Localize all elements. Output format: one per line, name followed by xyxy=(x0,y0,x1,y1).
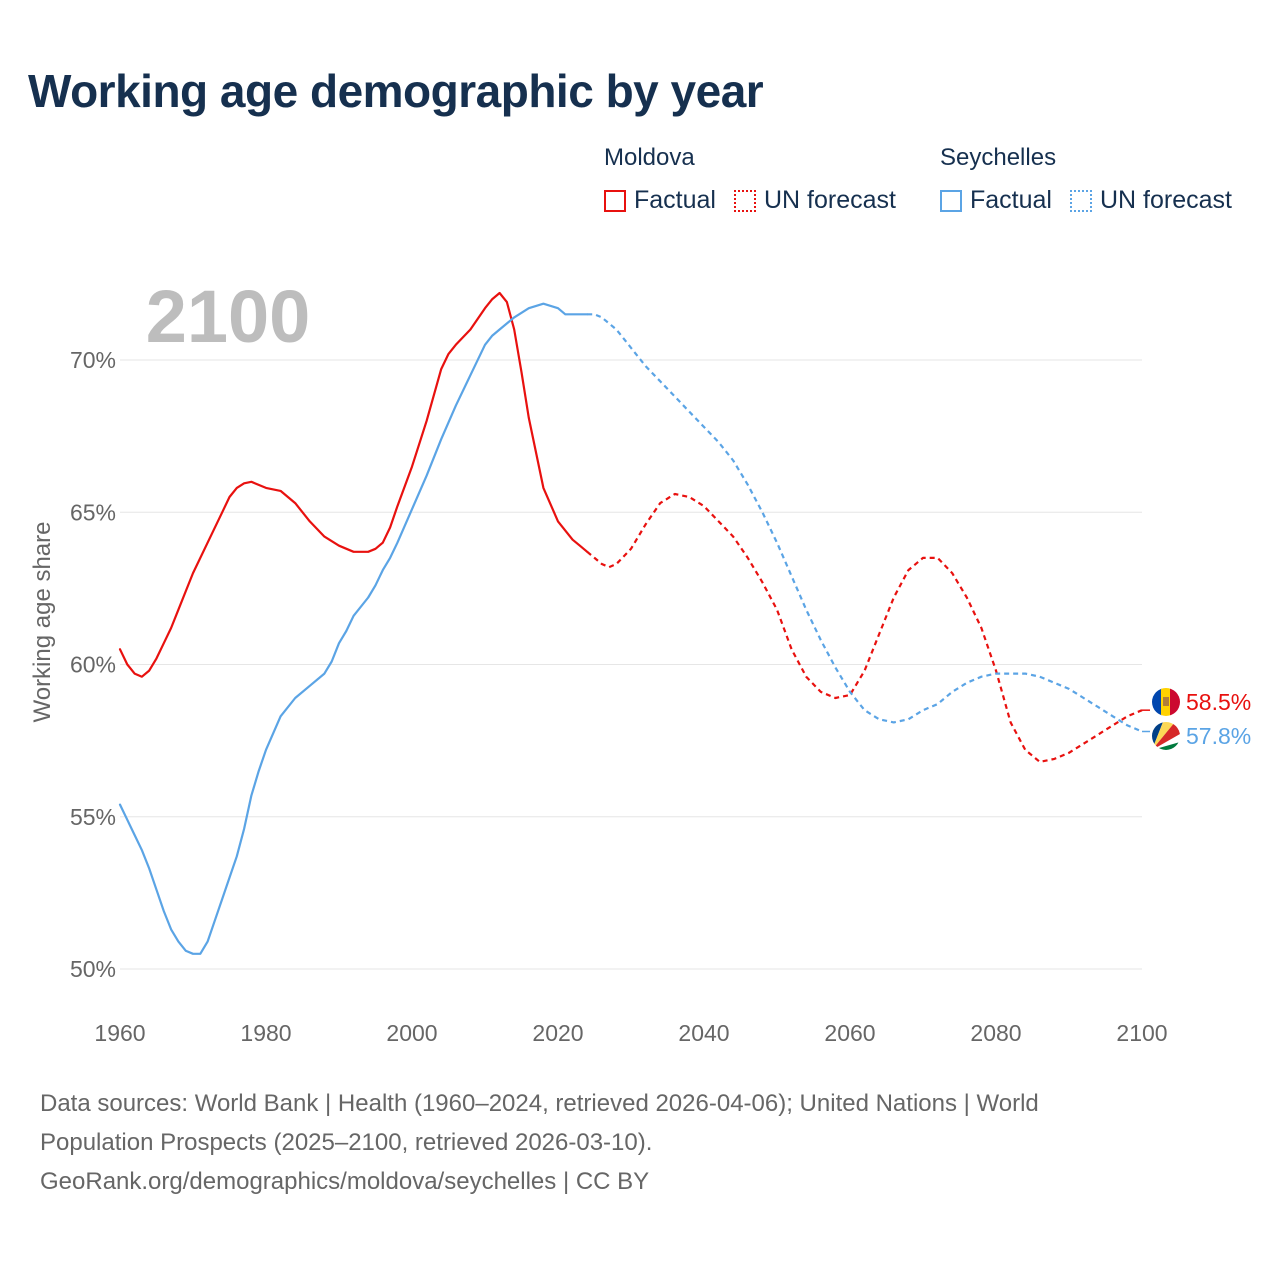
x-tick-label: 2080 xyxy=(970,1020,1021,1046)
y-tick-label: 55% xyxy=(70,804,116,830)
seychelles-factual-line xyxy=(118,302,589,955)
y-axis-ticks: 50% 55% 60% 65% 70% xyxy=(70,347,116,982)
sources-line-3: GeoRank.org/demographics/moldova/seychel… xyxy=(40,1168,650,1195)
legend-item-seychelles-factual[interactable]: Factual xyxy=(940,186,1052,215)
moldova-factual-line xyxy=(118,291,589,678)
seychelles-flag-icon xyxy=(1152,722,1180,750)
y-tick-label: 65% xyxy=(70,499,116,525)
legend-swatch-dotted xyxy=(733,189,756,212)
legend-item-seychelles-forecast[interactable]: UN forecast xyxy=(1069,186,1232,215)
legend-swatch-solid xyxy=(940,189,962,212)
x-tick-label: 2060 xyxy=(824,1020,875,1046)
x-tick-label: 2020 xyxy=(532,1020,583,1046)
legend-item-label: UN forecast xyxy=(763,186,896,214)
seychelles-end-label: 57.8% xyxy=(1186,723,1251,749)
year-watermark: 2100 xyxy=(146,275,311,358)
legend-item-label: UN forecast xyxy=(1099,186,1232,214)
legend-item-moldova-forecast[interactable]: UN forecast xyxy=(733,186,896,215)
x-tick-label: 1960 xyxy=(94,1020,145,1046)
moldova-flag-icon xyxy=(1152,688,1180,716)
x-tick-label: 2000 xyxy=(386,1020,437,1046)
sources-line-2: Population Prospects (2025–2100, retriev… xyxy=(40,1129,653,1156)
x-tick-label: 1980 xyxy=(240,1020,291,1046)
legend-item-label: Factual xyxy=(634,186,716,214)
legend-swatch-dotted xyxy=(1069,189,1092,212)
x-tick-label: 2040 xyxy=(678,1020,729,1046)
y-tick-label: 50% xyxy=(70,956,116,982)
legend-group-title: Seychelles xyxy=(940,144,1057,171)
series-lines xyxy=(118,291,1150,955)
moldova-end-marker: 58.5% xyxy=(1152,688,1251,716)
y-axis-label: Working age share xyxy=(29,522,56,723)
line-chart: 50% 55% 60% 65% 70% 1960 1980 2000 2020 2040 2060… xyxy=(29,275,1251,1046)
moldova-end-label: 58.5% xyxy=(1186,689,1251,715)
seychelles-end-marker: 57.8% xyxy=(1152,722,1251,750)
sources-line-1: Data sources: World Bank | Health (1960–… xyxy=(40,1090,1039,1117)
x-tick-label: 2100 xyxy=(1116,1020,1167,1046)
gridlines xyxy=(120,359,1142,970)
legend-item-label: Factual xyxy=(970,186,1052,214)
legend-group-seychelles: Seychelles Factual UN forecast xyxy=(940,144,1232,215)
legend-group-title: Moldova xyxy=(604,144,695,171)
x-axis-ticks: 1960 1980 2000 2020 2040 2060 2080 2100 xyxy=(94,1020,1167,1046)
y-tick-label: 70% xyxy=(70,347,116,373)
data-sources: Data sources: World Bank | Health (1960–… xyxy=(40,1084,1240,1201)
y-tick-label: 60% xyxy=(70,652,116,678)
moldova-forecast-line xyxy=(586,492,1143,764)
legend-swatch-solid xyxy=(604,189,626,212)
chart-title: Working age demographic by year xyxy=(28,65,764,117)
seychelles-forecast-line xyxy=(587,313,1143,733)
legend-item-moldova-factual[interactable]: Factual xyxy=(604,186,716,215)
legend-group-moldova: Moldova Factual UN forecast xyxy=(604,144,914,215)
